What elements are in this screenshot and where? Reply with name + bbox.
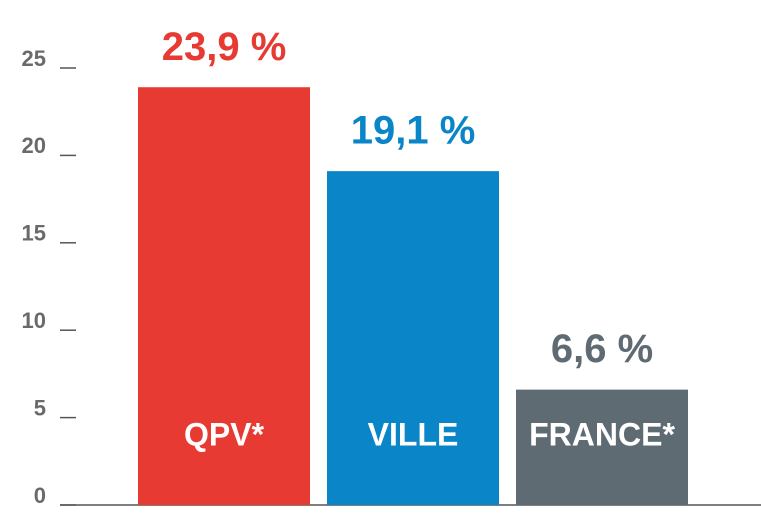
category-label: FRANCE* — [529, 416, 675, 452]
category-label: VILLE — [368, 416, 459, 452]
y-tick-label: 15 — [22, 221, 46, 246]
value-label: 19,1 % — [351, 109, 476, 153]
y-tick-label: 10 — [22, 308, 46, 333]
category-label: QPV* — [184, 416, 265, 452]
y-tick-label: 25 — [22, 46, 46, 71]
bar — [327, 171, 499, 505]
y-tick-label: 0 — [34, 483, 46, 508]
y-tick-label: 20 — [22, 133, 46, 158]
y-tick-label: 5 — [34, 395, 46, 420]
value-label: 23,9 % — [162, 25, 287, 69]
value-label: 6,6 % — [551, 327, 653, 371]
bar — [516, 389, 688, 505]
bar — [138, 87, 310, 505]
